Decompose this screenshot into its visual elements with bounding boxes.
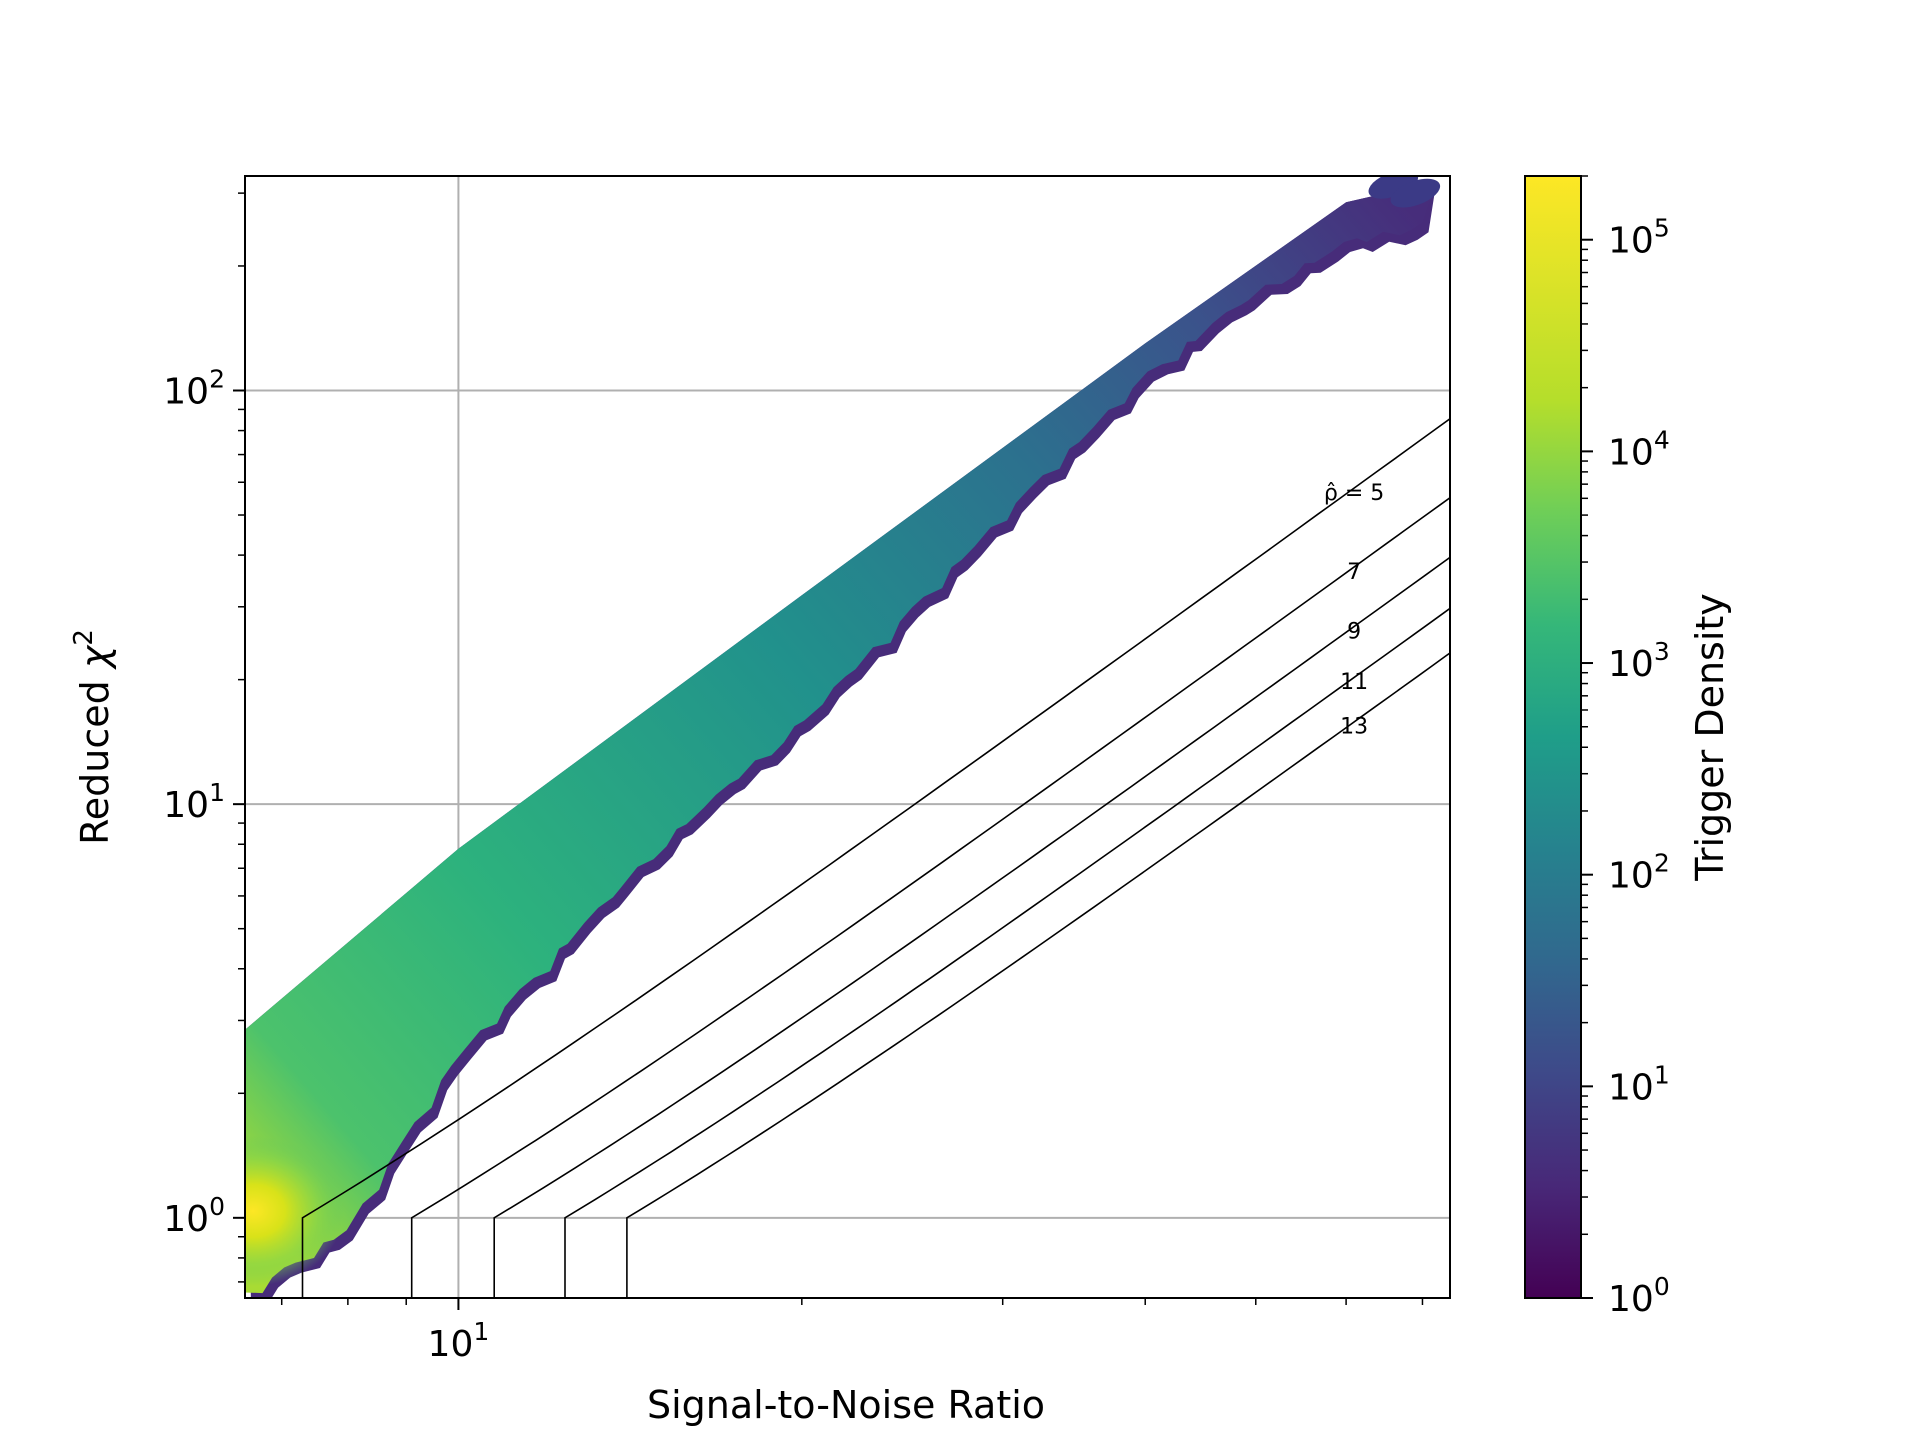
contour-label-11: 11 bbox=[1340, 670, 1368, 695]
x-tick-label: 101 bbox=[428, 1317, 490, 1365]
contour-line-13 bbox=[626, 652, 1450, 1298]
plot-frame bbox=[244, 175, 1451, 1299]
contour-label-5: ρ̂ = 5 bbox=[1324, 481, 1384, 506]
contour-label-13: 13 bbox=[1340, 715, 1368, 740]
contour-line-7 bbox=[410, 496, 1450, 1298]
colorbar-tick-label: 104 bbox=[1608, 425, 1670, 473]
contour-line-5 bbox=[301, 417, 1450, 1298]
colorbar-label: Trigger Density bbox=[1688, 593, 1732, 882]
outlier-clusters bbox=[1368, 176, 1441, 208]
density-peak bbox=[245, 1135, 344, 1286]
contour-labels: ρ̂ = 5 7 9 11 13 bbox=[1324, 481, 1384, 740]
contour-label-7: 7 bbox=[1347, 560, 1361, 585]
grid-lines bbox=[245, 176, 1450, 1298]
colorbar-tick-label: 103 bbox=[1608, 637, 1670, 685]
colorbar-tick-label: 100 bbox=[1608, 1272, 1670, 1320]
outlier-cluster bbox=[1390, 178, 1441, 208]
colorbar-ticks: 100 101 102 103 104 105 bbox=[1581, 175, 1670, 1320]
axis-ticks: 101 100 101 102 bbox=[163, 192, 1424, 1365]
contour-line-11 bbox=[564, 607, 1450, 1298]
x-axis-label: Signal-to-Noise Ratio bbox=[647, 1383, 1045, 1427]
colorbar-tick-label: 102 bbox=[1608, 849, 1670, 897]
density-band bbox=[245, 181, 1437, 1294]
contour-lines bbox=[301, 417, 1450, 1298]
y-tick-label: 100 bbox=[163, 1192, 225, 1240]
y-tick-label: 101 bbox=[163, 778, 225, 826]
density-band-low-fringe bbox=[245, 181, 1437, 1298]
colorbar bbox=[1524, 175, 1582, 1299]
colorbar-tick-label: 101 bbox=[1608, 1060, 1670, 1108]
contour-line-9 bbox=[493, 556, 1450, 1298]
y-axis-label: Reduced χ2 bbox=[69, 629, 117, 845]
density-layer bbox=[245, 176, 1441, 1298]
colorbar-tick-label: 105 bbox=[1608, 214, 1670, 262]
y-tick-label: 102 bbox=[163, 364, 225, 412]
contour-label-9: 9 bbox=[1347, 619, 1361, 644]
